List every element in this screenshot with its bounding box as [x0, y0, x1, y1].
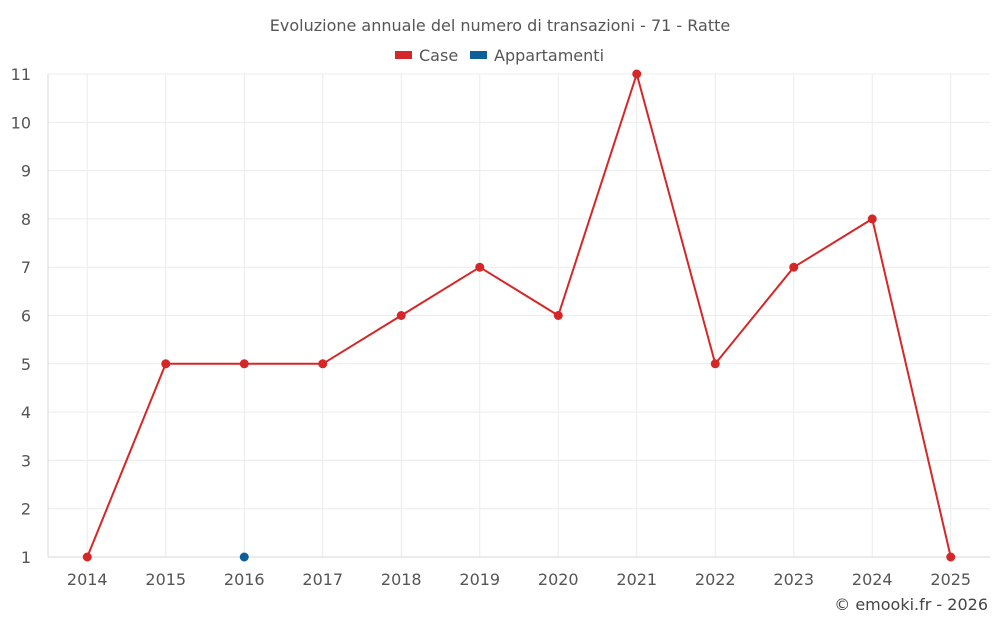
- data-point-appartamenti-2016[interactable]: [239, 552, 249, 562]
- y-tick-label: 6: [21, 307, 31, 326]
- y-tick-label: 8: [21, 210, 31, 229]
- data-point-case-2015[interactable]: [161, 359, 171, 369]
- legend-swatch-appartamenti: [470, 51, 487, 59]
- data-point-case-2019[interactable]: [475, 262, 485, 272]
- chart-title: Evoluzione annuale del numero di transaz…: [270, 16, 730, 35]
- legend-item-appartamenti[interactable]: Appartamenti: [470, 46, 604, 65]
- y-tick-label: 11: [11, 65, 31, 84]
- data-point-case-2014[interactable]: [82, 552, 92, 562]
- legend-swatch-case: [395, 51, 412, 59]
- grid: [48, 73, 990, 558]
- data-point-case-2021[interactable]: [632, 69, 642, 79]
- data-point-case-2025[interactable]: [946, 552, 956, 562]
- x-tick-label: 2016: [224, 570, 265, 589]
- y-tick-label: 7: [21, 258, 31, 277]
- x-tick-label: 2023: [773, 570, 814, 589]
- y-tick-label: 1: [21, 548, 31, 567]
- x-tick-label: 2015: [145, 570, 186, 589]
- y-axis: 1 2 3 4 5 6 7 8 9 10 11: [11, 65, 49, 567]
- x-tick-label: 2021: [616, 570, 657, 589]
- data-point-case-2017[interactable]: [318, 359, 328, 369]
- y-tick-label: 2: [21, 500, 31, 519]
- x-tick-label: 2019: [459, 570, 500, 589]
- data-point-case-2022[interactable]: [710, 359, 720, 369]
- y-tick-label: 5: [21, 355, 31, 374]
- legend-item-case[interactable]: Case: [395, 46, 458, 65]
- x-tick-label: 2014: [67, 570, 108, 589]
- legend: Case Appartamenti: [395, 46, 604, 65]
- series-appartamenti: [239, 552, 249, 562]
- data-point-case-2020[interactable]: [553, 311, 563, 320]
- x-tick-label: 2022: [695, 570, 736, 589]
- x-tick-label: 2025: [930, 570, 971, 589]
- x-tick-label: 2017: [302, 570, 343, 589]
- y-tick-label: 3: [21, 451, 31, 470]
- data-point-case-2024[interactable]: [867, 214, 877, 224]
- y-tick-label: 10: [11, 113, 31, 132]
- data-point-case-2023[interactable]: [789, 262, 799, 272]
- x-tick-label: 2018: [381, 570, 422, 589]
- y-tick-label: 9: [21, 162, 31, 181]
- series-line-case: [86, 73, 952, 558]
- legend-label-case: Case: [419, 46, 458, 65]
- y-tick-label: 4: [21, 403, 31, 422]
- x-axis: 2014 2015 2016 2017 2018 2019 2020 2021 2022 2023…: [48, 556, 990, 589]
- data-point-case-2016[interactable]: [239, 359, 249, 369]
- legend-label-appartamenti: Appartamenti: [494, 46, 604, 65]
- x-tick-label: 2020: [538, 570, 579, 589]
- x-tick-label: 2024: [852, 570, 893, 589]
- credit-text: © emooki.fr - 2026: [834, 595, 988, 614]
- series-layer: [82, 69, 956, 562]
- data-point-case-2018[interactable]: [396, 311, 406, 320]
- series-case: [82, 69, 956, 562]
